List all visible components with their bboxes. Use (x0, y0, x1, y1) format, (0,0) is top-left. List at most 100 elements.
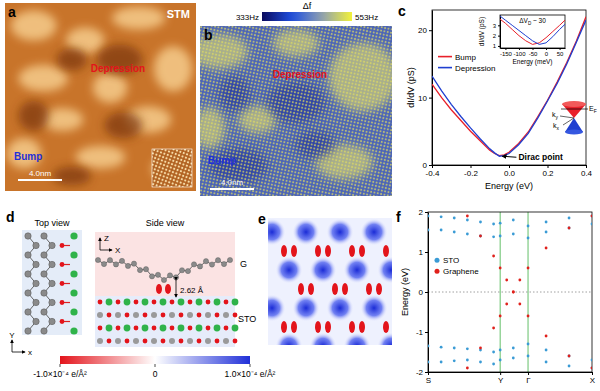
sto-atom (197, 313, 202, 318)
carbon-atom (119, 258, 124, 263)
y-axis: -2-1012 (416, 208, 429, 377)
tick-label: 0 (545, 51, 549, 57)
charge-accumulation (343, 256, 371, 284)
charge-accumulation (343, 332, 371, 345)
sto-atom (161, 339, 166, 344)
data-point (545, 247, 548, 250)
tick-mark (471, 165, 472, 168)
tick-mark (429, 165, 432, 166)
data-point (568, 355, 571, 358)
data-point (499, 235, 502, 238)
stm-inset (152, 149, 192, 187)
charge-depletion (366, 283, 372, 295)
data-point (499, 315, 502, 318)
o-atom (60, 281, 65, 286)
sto-atom (179, 339, 184, 344)
data-point (505, 303, 508, 306)
sr-atom (70, 251, 77, 258)
plot-background (500, 15, 565, 48)
tick-mark (509, 165, 510, 168)
carbon-atom (25, 328, 31, 334)
data-point (545, 335, 548, 338)
legend-swatch (435, 269, 440, 274)
tick: 20 (418, 26, 432, 35)
carbon-atom (209, 262, 214, 267)
layer-label: G (240, 259, 247, 269)
legend-label: Bump (455, 53, 476, 62)
tick: -50 (529, 48, 538, 57)
data-point (428, 215, 429, 218)
charge-accumulation (377, 256, 392, 284)
o-atom (60, 319, 65, 324)
afm-background (200, 26, 392, 196)
legend-label: Graphene (443, 267, 479, 276)
panel-label: d (6, 209, 15, 225)
colorbar-bar (262, 12, 352, 21)
data-point (527, 315, 530, 318)
sto-atom (205, 312, 211, 318)
x-axis-title: Energy (meV) (512, 58, 552, 66)
texture-blob (53, 167, 91, 186)
y-axis-title: Energy (eV) (400, 268, 410, 316)
panel-e: e (258, 211, 450, 371)
annotation: ΔVD ~ 30 (519, 17, 546, 26)
data-point (527, 237, 530, 240)
charge-depletion (359, 245, 365, 257)
texture-blob (154, 46, 192, 91)
data-point (428, 361, 429, 364)
reference-lines (428, 212, 592, 372)
sto-background (95, 296, 235, 347)
data-point (428, 229, 429, 232)
sto-atom (232, 299, 239, 306)
tick-label: 2 (419, 208, 424, 217)
data-point (492, 327, 495, 330)
legend: Bump Depression (438, 53, 495, 73)
tick: -100 (513, 48, 526, 57)
carbon-atom (143, 267, 148, 272)
marks (500, 16, 565, 44)
sto-atom (106, 299, 113, 306)
colorbar-tick (155, 364, 156, 367)
high-symmetry-line (528, 212, 529, 372)
data-point (453, 359, 456, 362)
colorbar-tick-label: 553Hz (355, 13, 378, 22)
sto-atom (224, 300, 229, 305)
data-point (545, 349, 548, 352)
carbon-atom (25, 271, 31, 277)
charge-accumulation (326, 294, 354, 322)
sto-atom (124, 325, 131, 332)
data-point (466, 367, 469, 370)
data-point (499, 359, 502, 362)
k-axis (560, 116, 574, 118)
sto-atom (196, 299, 203, 306)
data-point (453, 347, 456, 350)
text-part: F (594, 109, 597, 114)
sto-atom (170, 300, 175, 305)
sto-atom (134, 326, 139, 331)
axis-arrow (100, 238, 101, 250)
sto-atom (143, 313, 148, 318)
charge-depletion (315, 245, 321, 257)
tick-label: -150 (500, 51, 513, 57)
charge-depletion (291, 245, 297, 257)
legend-label: Depression (455, 64, 495, 73)
charge-accumulation (268, 294, 286, 322)
cone-lower-rim (565, 130, 583, 135)
tick: -1 (416, 328, 428, 337)
texture-blob (57, 48, 88, 71)
sto-atom (115, 312, 121, 318)
sto-atom (98, 326, 103, 331)
data-point (591, 215, 592, 218)
sto-atom (188, 326, 193, 331)
charge-accumulation (360, 294, 388, 322)
sto-atom (196, 325, 203, 332)
sto-atom (169, 338, 175, 344)
charge-depletion (281, 321, 287, 333)
tick-label: 20 (418, 26, 427, 35)
carbon-atom (179, 268, 184, 273)
annotation: Depression (91, 63, 145, 74)
sr-atom (70, 270, 77, 277)
data-point (512, 291, 515, 294)
scale-bar (210, 188, 254, 190)
sto-atom (107, 339, 112, 344)
